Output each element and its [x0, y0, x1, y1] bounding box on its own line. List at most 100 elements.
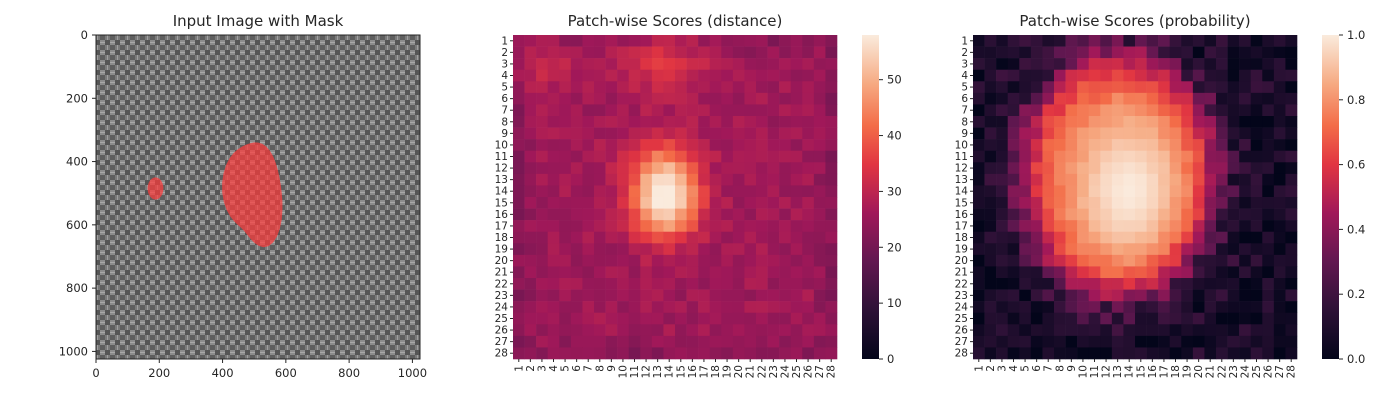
heatmap-cell — [582, 162, 595, 175]
heatmap-cell — [547, 58, 560, 71]
heatmap-cell — [698, 127, 711, 140]
heatmap-cell — [1077, 35, 1090, 47]
heatmap-cell — [686, 35, 699, 47]
heatmap-cell — [709, 208, 722, 221]
heatmap-cell — [1100, 197, 1113, 209]
heatmap-cell — [663, 162, 676, 175]
heatmap-cell — [594, 150, 606, 163]
heatmap-cell — [767, 127, 780, 140]
heatmap-cell — [802, 243, 815, 256]
heatmap-cell — [640, 197, 653, 209]
x-tick-label: 800 — [338, 366, 360, 380]
heatmap-cell — [779, 139, 792, 152]
heatmap-cell — [1262, 173, 1275, 186]
heatmap-cell — [721, 162, 734, 175]
heatmap-cell — [756, 231, 768, 244]
heatmap-cell — [559, 104, 572, 117]
heatmap-cell — [1273, 289, 1286, 302]
heatmap-cell — [1181, 347, 1194, 360]
heatmap-cell — [524, 231, 537, 244]
heatmap-cell — [524, 254, 537, 267]
heatmap-cell — [1077, 92, 1090, 105]
heatmap-cell — [756, 173, 768, 186]
heatmap-cell — [813, 139, 826, 152]
heatmap-cell — [1250, 197, 1263, 209]
y-tick-label: 3 — [961, 58, 968, 70]
heatmap-cell — [1065, 35, 1078, 47]
heatmap-cell — [779, 208, 792, 221]
heatmap-cell — [1111, 81, 1124, 94]
heatmap-cell — [721, 46, 734, 59]
heatmap-cell — [559, 301, 572, 314]
heatmap-cell — [1019, 104, 1032, 117]
heatmap-cell — [524, 162, 537, 175]
heatmap-cell — [709, 116, 722, 128]
y-tick-label: 18 — [495, 232, 508, 244]
heatmap-cell — [825, 220, 838, 233]
x-tick-label: 21 — [745, 365, 757, 378]
heatmap-cell — [594, 139, 606, 152]
heatmap-cell — [570, 81, 583, 94]
heatmap-cell — [1273, 231, 1286, 244]
y-tick-label: 25 — [955, 313, 968, 325]
heatmap-cell — [1204, 347, 1217, 360]
heatmap-cell — [698, 173, 711, 186]
heatmap-cell — [605, 92, 618, 105]
heatmap-cell — [973, 116, 985, 128]
heatmap-cell — [513, 162, 525, 175]
heatmap-cell — [1273, 335, 1286, 348]
x-tick-label: 2 — [525, 365, 537, 372]
heatmap-cell — [1250, 231, 1263, 244]
y-tick-label: 10 — [495, 139, 508, 151]
heatmap-cell — [1030, 347, 1043, 360]
heatmap-cell — [536, 254, 549, 267]
heatmap-cell — [570, 127, 583, 140]
heatmap-cell — [1239, 266, 1252, 279]
heatmap-cell — [663, 173, 676, 186]
heatmap-cell — [640, 254, 653, 267]
heatmap-cell — [582, 208, 595, 221]
heatmap-cell — [1088, 266, 1101, 279]
heatmap-cell — [790, 324, 803, 337]
heatmap-cell — [1065, 335, 1078, 348]
heatmap-cell — [1007, 266, 1020, 279]
heatmap-cell — [1250, 35, 1263, 47]
heatmap-cell — [1262, 185, 1275, 198]
heatmap-cell — [651, 266, 664, 279]
heatmap-cell — [1169, 335, 1182, 348]
heatmap-cell — [1262, 92, 1275, 105]
heatmap-cell — [1239, 116, 1252, 128]
heatmap-cell — [1158, 104, 1171, 117]
heatmap-cell — [640, 104, 653, 117]
x-tick-label: 9 — [1066, 365, 1078, 372]
heatmap-cell — [790, 335, 803, 348]
heatmap-cell — [973, 46, 985, 59]
heatmap-cell — [594, 266, 606, 279]
heatmap-cell — [651, 150, 664, 163]
heatmap-cell — [1273, 35, 1286, 47]
x-tick-label: 7 — [1043, 365, 1055, 372]
heatmap-cell — [756, 324, 768, 337]
heatmap-cell — [698, 139, 711, 152]
heatmap-cell — [1239, 46, 1252, 59]
heatmap-cell — [675, 278, 687, 290]
heatmap-cell — [1262, 312, 1275, 325]
heatmap-cell — [1250, 173, 1263, 186]
heatmap-cell — [1030, 301, 1043, 314]
heatmap-cell — [1239, 312, 1252, 325]
heatmap-cell — [709, 104, 722, 117]
heatmap-cell — [570, 231, 583, 244]
heatmap-cell — [721, 289, 734, 302]
heatmap-cell — [802, 162, 815, 175]
heatmap-cell — [1250, 150, 1263, 163]
heatmap-cell — [617, 104, 630, 117]
heatmap-cell — [1019, 289, 1032, 302]
heatmap-cell — [996, 127, 1009, 140]
heatmap-cell — [570, 46, 583, 59]
heatmap-cell — [640, 58, 653, 71]
heatmap-cell — [1135, 197, 1147, 209]
heatmap-cell — [767, 324, 780, 337]
heatmap-cell — [640, 185, 653, 198]
heatmap-cell — [1065, 139, 1078, 152]
heatmap-cell — [1250, 69, 1263, 82]
